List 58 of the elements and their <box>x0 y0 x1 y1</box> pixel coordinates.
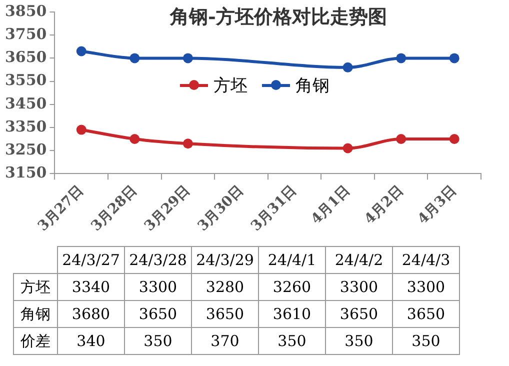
point <box>76 124 86 135</box>
y-tick-label: 3250 <box>5 140 47 158</box>
y-tick-label: 3550 <box>5 71 47 90</box>
text: 3300 <box>124 274 192 300</box>
text: 24/4/1 <box>258 246 326 274</box>
point <box>130 134 140 144</box>
text: 3300 <box>392 274 460 300</box>
point <box>396 134 406 144</box>
y-tick-label: 3650 <box>5 48 47 66</box>
text: 3610 <box>258 300 326 328</box>
text: 340 <box>58 328 124 354</box>
x-tick-label: 3月28日 <box>88 182 140 234</box>
y-tick-label: 3350 <box>5 117 47 136</box>
point <box>76 46 86 56</box>
text: 24/4/2 <box>326 246 392 274</box>
point <box>342 62 353 72</box>
point <box>449 53 460 64</box>
text: 3280 <box>192 274 258 300</box>
y-tick-label: 3850 <box>5 2 47 20</box>
text: 3650 <box>192 300 258 328</box>
text: 方坯 <box>20 278 50 296</box>
text: 24/3/28 <box>124 246 192 274</box>
text: 350 <box>326 328 392 354</box>
x-tick-label: 3月27日 <box>35 182 87 234</box>
x-tick-label: 4月3日 <box>414 182 460 228</box>
text: 3260 <box>258 274 326 300</box>
point <box>182 53 193 64</box>
text: 24/4/3 <box>392 246 460 274</box>
text: 350 <box>258 328 326 354</box>
text: 350 <box>124 328 192 354</box>
text: 3340 <box>58 274 124 300</box>
x-tick-label: 4月1日 <box>308 182 354 228</box>
x-tick-label: 3月30日 <box>194 182 247 234</box>
y-tick-label: 3450 <box>5 94 47 112</box>
text: 24/3/29 <box>192 246 258 274</box>
text: 3650 <box>326 300 392 328</box>
chart-title: 角钢-方坯价格对比走势图 <box>170 5 387 30</box>
text: 3650 <box>124 300 192 328</box>
x-tick-label: 3月31日 <box>248 182 300 234</box>
text: 24/3/27 <box>58 246 124 274</box>
x-tick-label: 4月2日 <box>362 182 406 228</box>
point <box>396 53 406 64</box>
x-tick-label: 3月29日 <box>142 182 194 234</box>
point <box>130 53 140 64</box>
point <box>342 143 353 154</box>
y-tick-label: 3750 <box>5 24 47 43</box>
legend-label: 角钢 <box>296 75 330 97</box>
point <box>449 134 460 144</box>
text: 3650 <box>392 300 460 328</box>
text: 角钢 <box>20 304 50 322</box>
y-tick-label: 3150 <box>5 164 47 182</box>
point <box>182 138 193 149</box>
text: 价差 <box>14 328 58 354</box>
text: 3680 <box>58 300 124 328</box>
text: 370 <box>192 328 258 354</box>
text: 350 <box>392 328 460 354</box>
text: 3300 <box>326 274 392 300</box>
legend-label: 方坯 <box>214 75 248 97</box>
